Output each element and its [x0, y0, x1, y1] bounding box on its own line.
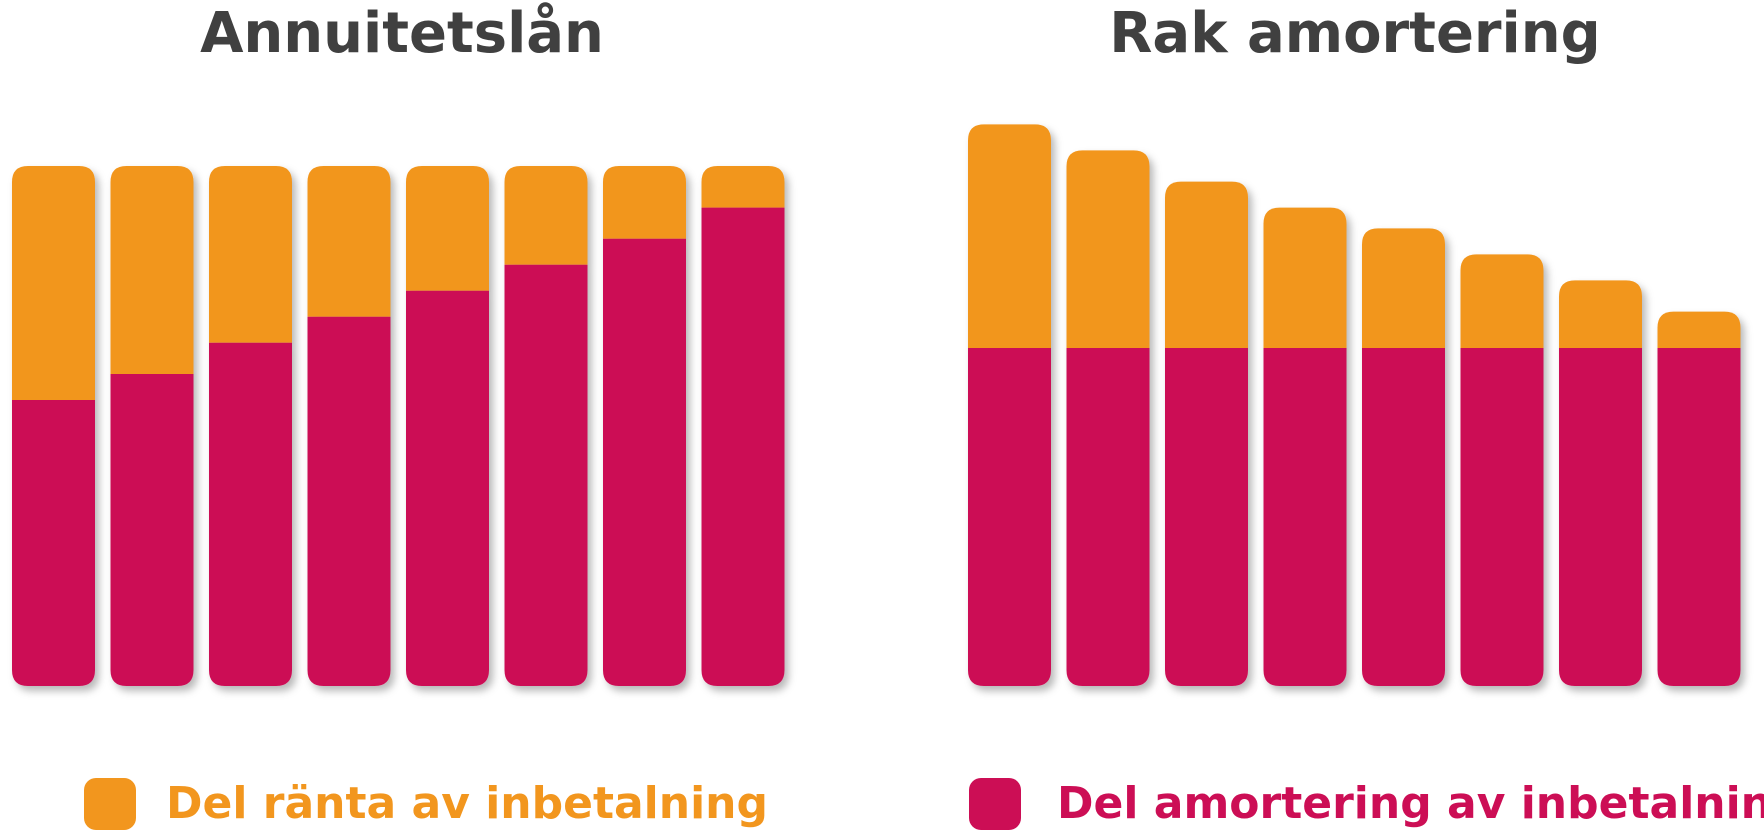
legend: Del ränta av inbetalning Del amortering … [84, 778, 1764, 830]
annuity-bar-4-amortization-segment [307, 316, 391, 686]
annuity-bar-2-interest-segment [110, 166, 194, 374]
straight-bar-7-amortization-segment [1559, 348, 1642, 686]
annuity-bar-5-interest-segment [406, 166, 489, 291]
straight-bar-3-amortization-segment [1165, 348, 1248, 686]
legend-label-interest: Del ränta av inbetalning [166, 778, 768, 829]
straight-bar-4 [1263, 207, 1347, 686]
annuity-bar-5-amortization-segment [406, 290, 489, 686]
straight-bar-8-amortization-segment [1657, 348, 1741, 686]
straight-bar-3-interest-segment [1165, 181, 1248, 348]
annuity-bar-6-interest-segment [504, 166, 588, 265]
straight-bar-1-amortization-segment [968, 348, 1051, 686]
straight-bar-8-interest-segment [1657, 311, 1741, 348]
annuity-bar-1 [12, 166, 95, 686]
annuity-bar-7 [603, 166, 686, 687]
straight-bar-2-interest-segment [1066, 150, 1150, 348]
straight-bar-5-interest-segment [1362, 228, 1445, 348]
annuity-bar-7-amortization-segment [603, 238, 686, 687]
straight-amortization-chart-title: Rak amortering [1109, 1, 1600, 66]
straight-bar-5 [1362, 228, 1445, 686]
straight-bar-7 [1559, 280, 1642, 686]
straight-bar-5-amortization-segment [1362, 348, 1445, 686]
annuity-bar-7-interest-segment [603, 166, 686, 239]
annuity-bar-5 [406, 166, 489, 686]
straight-amortization-chart: Rak amortering [968, 1, 1741, 686]
straight-bar-1-interest-segment [968, 124, 1051, 349]
legend-swatch-interest [84, 778, 136, 830]
annuity-chart: Annuitetslån [12, 1, 785, 687]
straight-bar-2-amortization-segment [1066, 348, 1150, 686]
annuity-bar-1-interest-segment [12, 166, 95, 400]
annuity-chart-title: Annuitetslån [200, 1, 604, 66]
annuity-bars [12, 166, 785, 687]
annuity-bar-1-amortization-segment [12, 400, 95, 686]
annuity-bar-8-amortization-segment [701, 207, 785, 686]
legend-swatch-amortization [969, 778, 1021, 830]
straight-bar-4-amortization-segment [1263, 348, 1347, 686]
annuity-bar-4 [307, 166, 391, 686]
straight-bar-6 [1460, 254, 1544, 686]
legend-item-amortization: Del amortering av inbetalning [969, 778, 1764, 830]
straight-bar-2 [1066, 150, 1150, 686]
straight-bar-4-interest-segment [1263, 207, 1347, 348]
annuity-bar-6-amortization-segment [504, 264, 588, 686]
straight-amortization-bars [968, 124, 1741, 686]
annuity-bar-6 [504, 166, 588, 686]
annuity-bar-3 [209, 166, 292, 686]
straight-bar-6-amortization-segment [1460, 348, 1544, 686]
annuity-bar-4-interest-segment [307, 166, 391, 317]
annuity-bar-8-interest-segment [701, 166, 785, 208]
annuity-bar-3-amortization-segment [209, 342, 292, 686]
annuity-bar-8 [701, 166, 785, 686]
annuity-bar-2-amortization-segment [110, 374, 194, 686]
straight-bar-1 [968, 124, 1051, 686]
straight-bar-8 [1657, 311, 1741, 686]
legend-label-amortization: Del amortering av inbetalning [1057, 778, 1764, 829]
straight-bar-3 [1165, 181, 1248, 686]
straight-bar-7-interest-segment [1559, 280, 1642, 348]
legend-item-interest: Del ränta av inbetalning [84, 778, 768, 830]
straight-bar-6-interest-segment [1460, 254, 1544, 348]
annuity-bar-3-interest-segment [209, 166, 292, 343]
annuity-bar-2 [110, 166, 194, 686]
